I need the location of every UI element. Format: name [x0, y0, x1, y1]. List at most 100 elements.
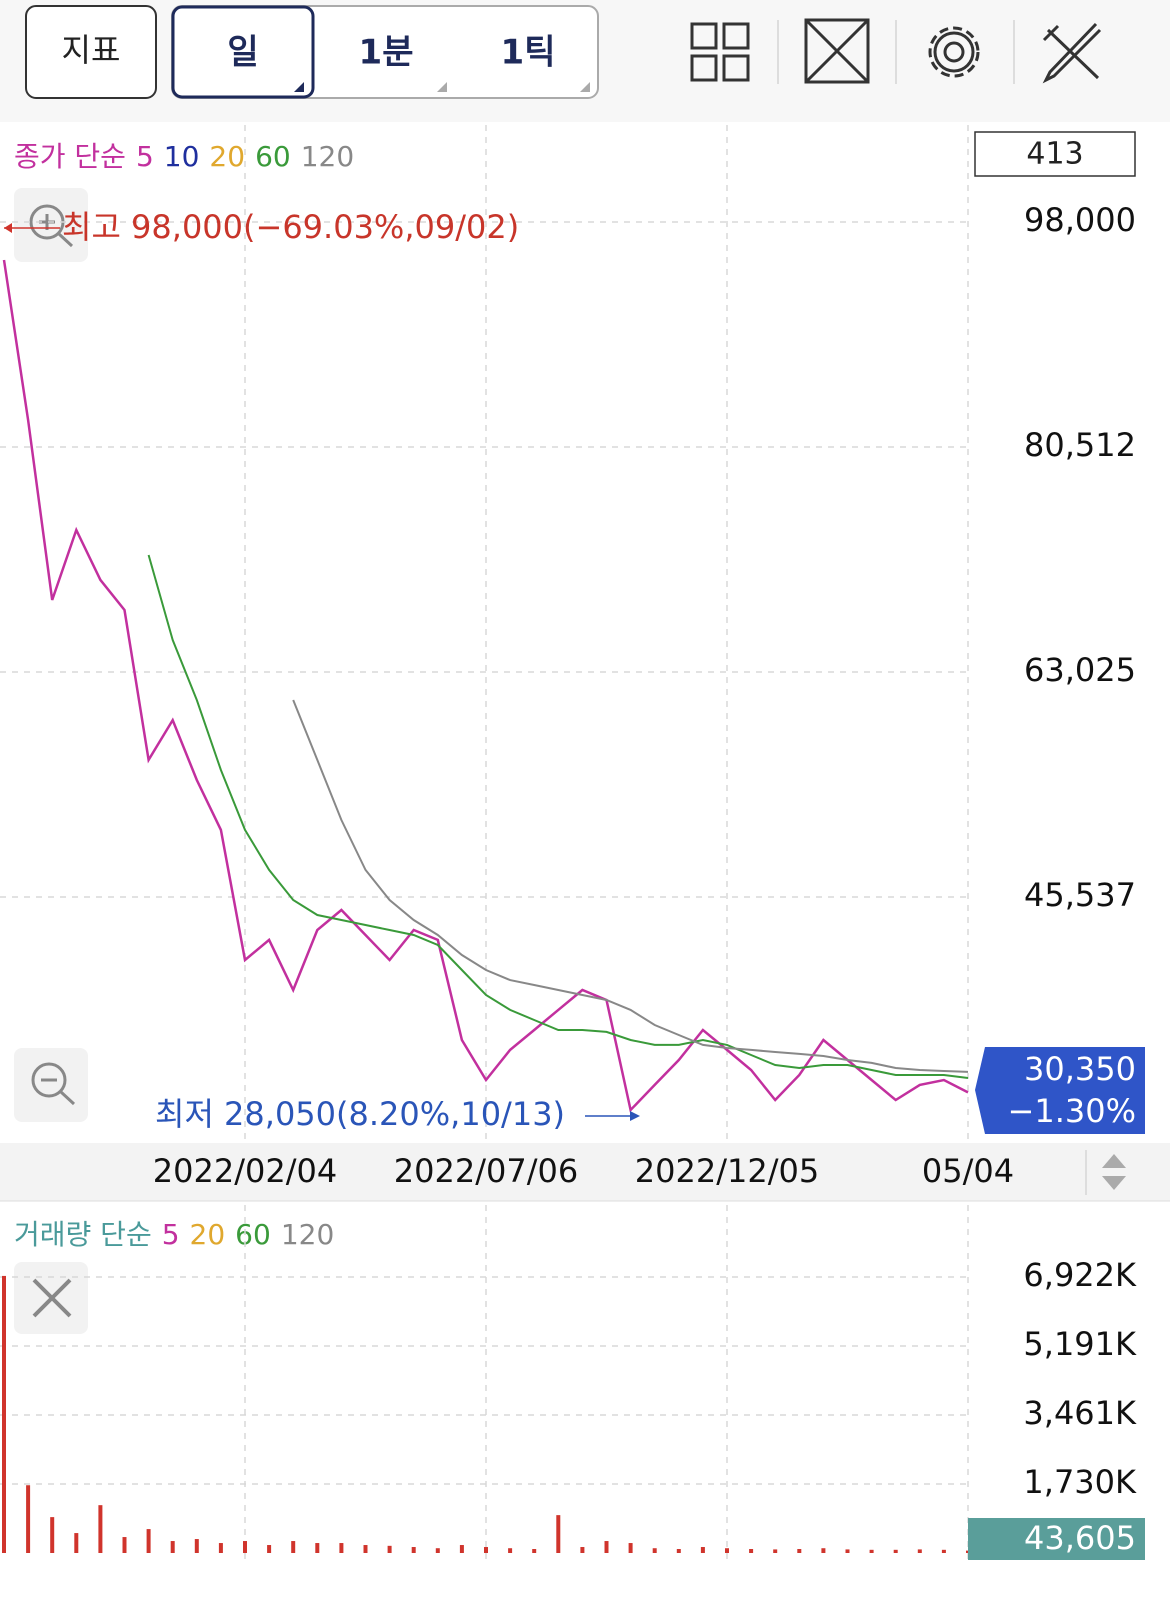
- volume-bar: [363, 1545, 368, 1553]
- volume-bar: [845, 1549, 850, 1553]
- x-tick-label: 2022/07/06: [394, 1152, 578, 1190]
- price-badge: [975, 1047, 1145, 1134]
- legend-title: 거래량 단순: [14, 1218, 152, 1251]
- current-volume: 43,605: [1024, 1519, 1136, 1557]
- volume-bar: [893, 1549, 898, 1553]
- price-panel: [0, 122, 1170, 1143]
- volume-bar: [459, 1545, 464, 1553]
- series-line: [292, 699, 969, 1073]
- legend-entry: 10: [164, 140, 200, 173]
- legend-entry: 5: [136, 140, 154, 173]
- volume-bar: [676, 1549, 681, 1553]
- volume-bar: [146, 1529, 151, 1553]
- button-label: 1틱: [501, 33, 556, 73]
- y-tick-label: 5,191K: [1023, 1325, 1137, 1363]
- volume-bar: [484, 1547, 488, 1553]
- y-tick-label: 98,000: [1024, 201, 1136, 239]
- volume-bar: [700, 1547, 705, 1553]
- y-tick-label: 3,461K: [1023, 1394, 1137, 1432]
- button-label: 지표: [62, 31, 121, 69]
- volume-bar: [267, 1545, 272, 1553]
- volume-bar: [435, 1548, 440, 1553]
- volume-bar: [411, 1547, 416, 1553]
- legend-entry: 60: [255, 140, 291, 173]
- legend-entry: 20: [190, 1218, 226, 1251]
- volume-badge: [968, 1518, 1145, 1560]
- volume-bar: [749, 1549, 754, 1553]
- zoom-out-icon: [31, 1062, 76, 1106]
- corner-mark: [580, 82, 590, 92]
- volume-bar: [339, 1543, 344, 1553]
- price-change: −1.30%: [1008, 1092, 1136, 1130]
- volume-bar: [291, 1541, 296, 1553]
- volume-bar: [2, 1275, 6, 1553]
- x-tick-label: 05/04: [922, 1152, 1014, 1190]
- counter-box: [974, 131, 1136, 177]
- volume-bar: [725, 1548, 729, 1553]
- volume-bar: [652, 1548, 657, 1553]
- volume-bar: [122, 1537, 127, 1553]
- settings-icon[interactable]: [928, 26, 980, 78]
- counter: 413: [1026, 137, 1083, 172]
- legend: 종가 단순 5 10 20 60 120: [14, 140, 354, 173]
- volume-bar: [50, 1517, 55, 1553]
- volume-bar: [243, 1541, 247, 1553]
- legend-entry: 120: [301, 140, 354, 173]
- volume-bar: [869, 1549, 874, 1553]
- volume-bar: [556, 1515, 561, 1553]
- volume-bar: [387, 1545, 392, 1553]
- current-price: 30,350: [1024, 1050, 1136, 1088]
- y-tick-label: 6,922K: [1023, 1256, 1137, 1294]
- volume-bar: [628, 1543, 633, 1553]
- tools-icon[interactable]: [1042, 22, 1102, 84]
- series-line: [147, 554, 969, 1079]
- zoom-out-button[interactable]: [14, 1048, 88, 1122]
- y-tick-label: 1,730K: [1023, 1463, 1137, 1501]
- button-label: 1분: [359, 33, 414, 73]
- legend: 거래량 단순 5 20 60 120: [14, 1218, 334, 1251]
- corner-mark: [437, 82, 447, 92]
- close-icon: [32, 1278, 72, 1318]
- legend-entry: 5: [162, 1218, 180, 1251]
- volume-bar: [218, 1543, 223, 1553]
- volume-bar: [532, 1549, 537, 1553]
- volume-bar: [821, 1548, 826, 1553]
- volume-bar: [580, 1547, 585, 1553]
- indicator-button[interactable]: [25, 5, 157, 99]
- volume-bar: [508, 1548, 513, 1553]
- high-label: 최고 98,000(−69.03%,09/02): [62, 208, 519, 246]
- day-button[interactable]: [171, 5, 315, 99]
- button-label: 일: [227, 33, 258, 73]
- y-tick-label: 63,025: [1024, 651, 1136, 689]
- fullscreen-icon[interactable]: [804, 18, 870, 84]
- volume-bar: [315, 1543, 320, 1553]
- low-arrow-head: [630, 1111, 640, 1121]
- series-line: [2, 259, 969, 1113]
- volume-bar: [26, 1485, 31, 1553]
- x-tick-label: 2022/02/04: [153, 1152, 337, 1190]
- resize-icon[interactable]: [1102, 1154, 1126, 1190]
- low-label: 최저 28,050(8.20%,10/13): [155, 1095, 565, 1133]
- legend-entry: 20: [209, 140, 245, 173]
- volume-bar: [604, 1541, 609, 1553]
- y-tick-label: 45,537: [1024, 876, 1136, 914]
- x-tick-label: 2022/12/05: [635, 1152, 819, 1190]
- y-tick-label: 80,512: [1024, 426, 1136, 464]
- high-arrow-head: [4, 223, 12, 233]
- volume-bar: [941, 1549, 946, 1553]
- volume-bar: [98, 1505, 103, 1553]
- x-axis-strip: [0, 1143, 1170, 1201]
- volume-bar: [773, 1549, 778, 1553]
- volume-bar: [74, 1533, 79, 1553]
- volume-bar: [170, 1541, 175, 1553]
- layout-icon[interactable]: [690, 22, 750, 82]
- legend-entry: 60: [235, 1218, 271, 1251]
- corner-mark: [294, 82, 304, 92]
- volume-bar: [194, 1539, 199, 1553]
- legend-title: 종가 단순: [14, 140, 126, 173]
- legend-entry: 120: [281, 1218, 334, 1251]
- volume-bar: [917, 1549, 922, 1553]
